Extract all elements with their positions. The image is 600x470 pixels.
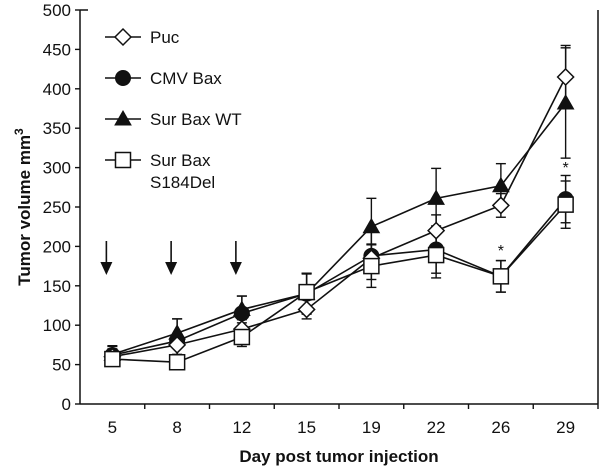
legend-label: Sur Bax: [150, 151, 211, 170]
y-tick-label: 500: [43, 1, 71, 20]
y-tick-label: 250: [43, 198, 71, 217]
data-markers: [103, 67, 575, 371]
series-lines: [112, 76, 567, 364]
data-point-triangle-filled: [233, 300, 251, 316]
data-point-diamond-open: [427, 221, 446, 240]
y-tick-label: 50: [52, 356, 71, 375]
y-tick-labels: 0 50 100 150 200 250 300 350 400 450 500: [43, 1, 71, 414]
data-point-diamond-open: [297, 300, 316, 319]
x-tick-label: 29: [556, 418, 575, 437]
data-point-triangle-filled: [362, 217, 381, 234]
x-tick-labels: 5 8 12 15 19 22 26 29: [108, 418, 575, 437]
y-tick-label: 150: [43, 277, 71, 296]
data-point-square-open: [363, 257, 380, 275]
legend-label: Puc: [150, 28, 180, 47]
y-tick-label: 0: [62, 395, 71, 414]
legend-item: Puc: [105, 27, 180, 47]
data-point-square-open: [492, 268, 510, 285]
legend-label: Sur Bax WT: [150, 110, 242, 129]
injection-arrows: [100, 241, 242, 275]
data-point-triangle-filled: [492, 176, 510, 193]
data-point-square-open: [233, 328, 251, 346]
data-point-diamond-open: [491, 196, 510, 215]
significance-star: *: [498, 243, 504, 260]
series-line-triangle-filled: [112, 102, 567, 356]
data-point-square-open: [168, 353, 186, 371]
significance-stars: **: [498, 160, 569, 260]
significance-star: *: [563, 160, 569, 177]
y-tick-label: 400: [43, 80, 71, 99]
x-tick-label: 5: [108, 418, 117, 437]
y-tick-label: 350: [43, 119, 71, 138]
legend-item: Sur Bax WT: [105, 109, 242, 129]
down-arrow-icon: [165, 241, 178, 275]
data-point-diamond-open: [556, 67, 575, 87]
y-tick-label: 300: [43, 159, 71, 178]
data-point-triangle-filled: [556, 93, 575, 110]
legend-item: CMV Bax: [105, 69, 222, 88]
x-tick-label: 26: [491, 418, 510, 437]
y-tick-label: 100: [43, 316, 71, 335]
y-tick-label: 200: [43, 237, 71, 256]
x-tick-label: 8: [172, 418, 181, 437]
data-point-square-open: [298, 283, 315, 301]
x-axis-title: Day post tumor injection: [239, 447, 438, 466]
data-point-square-open: [104, 350, 121, 368]
legend-marker-square-open-icon: [114, 151, 132, 169]
legend: Puc CMV Bax Sur Bax WT Sur Bax S184Del: [105, 27, 242, 192]
data-point-diamond-open: [168, 335, 187, 354]
legend-label: CMV Bax: [150, 69, 222, 88]
x-tick-label: 19: [362, 418, 381, 437]
x-tick-label: 12: [232, 418, 251, 437]
legend-label: S184Del: [150, 173, 215, 192]
y-tick-label: 450: [43, 40, 71, 59]
x-tick-label: 22: [427, 418, 446, 437]
data-point-square-open: [557, 196, 574, 213]
series-line-circle-filled: [112, 198, 567, 356]
x-tick-label: 15: [297, 418, 316, 437]
legend-item: Sur Bax S184Del: [105, 151, 215, 192]
data-point-triangle-filled: [427, 189, 445, 205]
legend-marker-circle-filled-icon: [115, 70, 131, 86]
y-axis-title: Tumor volume mm3: [12, 128, 34, 286]
series-line-diamond-open: [112, 76, 567, 358]
axes: [75, 9, 599, 409]
series-line-square-open: [112, 204, 567, 364]
down-arrow-icon: [100, 241, 113, 275]
legend-marker-triangle-filled-icon: [114, 109, 132, 126]
data-point-square-open: [427, 246, 445, 264]
down-arrow-icon: [229, 241, 242, 275]
legend-marker-diamond-open-icon: [113, 27, 133, 47]
